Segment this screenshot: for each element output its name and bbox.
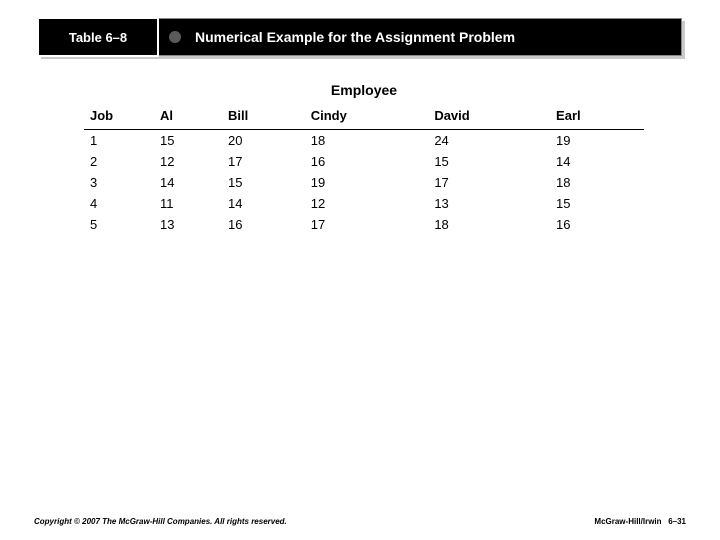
- cell: 16: [550, 214, 644, 235]
- table-super-header: Employee: [84, 82, 644, 104]
- cell: 20: [222, 130, 305, 152]
- cell: 17: [428, 172, 550, 193]
- col-header: Cindy: [305, 104, 429, 130]
- cell: 14: [550, 151, 644, 172]
- cell: 18: [305, 130, 429, 152]
- col-header: Al: [154, 104, 222, 130]
- cell: 19: [305, 172, 429, 193]
- cell: 19: [550, 130, 644, 152]
- cell: 13: [428, 193, 550, 214]
- cell: 18: [550, 172, 644, 193]
- cell: 13: [154, 214, 222, 235]
- table-row: 3 14 15 19 17 18: [84, 172, 644, 193]
- cell: 15: [428, 151, 550, 172]
- col-header: Bill: [222, 104, 305, 130]
- cell: 15: [222, 172, 305, 193]
- footer-right: McGraw-Hill/Irwin 6–31: [594, 517, 686, 526]
- table-row: 4 11 14 12 13 15: [84, 193, 644, 214]
- title-bar-body: Table 6–8 Numerical Example for the Assi…: [38, 18, 682, 56]
- cell: 15: [154, 130, 222, 152]
- copyright-text: Copyright © 2007 The McGraw-Hill Compani…: [34, 517, 287, 526]
- col-header: David: [428, 104, 550, 130]
- cell: 3: [84, 172, 154, 193]
- cell: 4: [84, 193, 154, 214]
- table-number-box: Table 6–8: [37, 17, 159, 57]
- table-number-label: Table 6–8: [69, 30, 127, 45]
- cell: 16: [305, 151, 429, 172]
- cell: 14: [154, 172, 222, 193]
- cell: 15: [550, 193, 644, 214]
- cell: 5: [84, 214, 154, 235]
- cell: 16: [222, 214, 305, 235]
- cell: 18: [428, 214, 550, 235]
- cell: 11: [154, 193, 222, 214]
- bullet-icon: [169, 31, 181, 43]
- cell: 2: [84, 151, 154, 172]
- cell: 17: [305, 214, 429, 235]
- cell: 12: [305, 193, 429, 214]
- assignment-table: Job Al Bill Cindy David Earl 1 15 20 18 …: [84, 104, 644, 235]
- col-header: Earl: [550, 104, 644, 130]
- table-row: 2 12 17 16 15 14: [84, 151, 644, 172]
- col-header: Job: [84, 104, 154, 130]
- cell: 14: [222, 193, 305, 214]
- data-table-region: Employee Job Al Bill Cindy David Earl 1 …: [84, 82, 644, 235]
- cell: 17: [222, 151, 305, 172]
- cell: 1: [84, 130, 154, 152]
- table-body: 1 15 20 18 24 19 2 12 17 16 15 14 3 14 1…: [84, 130, 644, 236]
- cell: 12: [154, 151, 222, 172]
- publisher-text: McGraw-Hill/Irwin: [594, 517, 661, 526]
- page-number: 6–31: [668, 517, 686, 526]
- table-row: 5 13 16 17 18 16: [84, 214, 644, 235]
- cell: 24: [428, 130, 550, 152]
- table-header-row: Job Al Bill Cindy David Earl: [84, 104, 644, 130]
- title-bar: Table 6–8 Numerical Example for the Assi…: [38, 18, 682, 56]
- table-row: 1 15 20 18 24 19: [84, 130, 644, 152]
- slide-title: Numerical Example for the Assignment Pro…: [195, 29, 515, 45]
